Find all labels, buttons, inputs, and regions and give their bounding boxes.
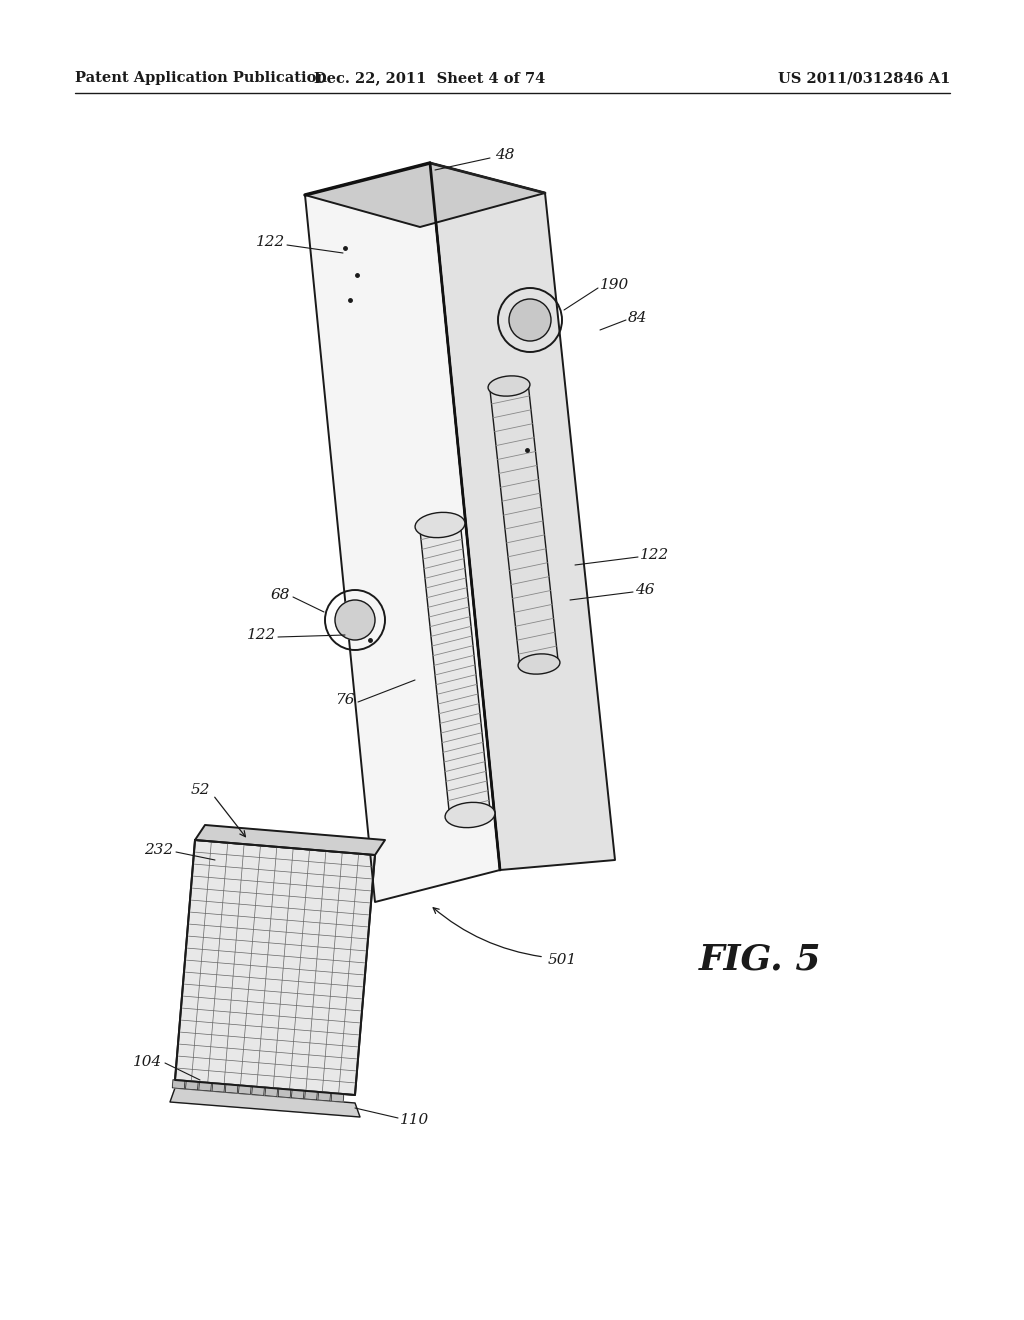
- Polygon shape: [317, 1092, 331, 1101]
- Polygon shape: [225, 1084, 238, 1093]
- Polygon shape: [305, 162, 500, 902]
- Polygon shape: [305, 162, 545, 227]
- Polygon shape: [265, 1088, 278, 1097]
- Text: Patent Application Publication: Patent Application Publication: [75, 71, 327, 84]
- Text: 104: 104: [133, 1055, 162, 1069]
- Circle shape: [509, 300, 551, 341]
- Text: 501: 501: [548, 953, 578, 968]
- Text: 190: 190: [600, 279, 630, 292]
- Polygon shape: [305, 1090, 317, 1100]
- Text: 122: 122: [247, 628, 276, 642]
- Polygon shape: [199, 1082, 211, 1092]
- Polygon shape: [175, 840, 375, 1096]
- Text: 68: 68: [270, 587, 290, 602]
- Text: 46: 46: [635, 583, 654, 597]
- Circle shape: [335, 601, 375, 640]
- Text: 84: 84: [628, 312, 647, 325]
- Ellipse shape: [518, 653, 560, 675]
- Polygon shape: [430, 162, 615, 870]
- Text: FIG. 5: FIG. 5: [698, 942, 821, 977]
- Ellipse shape: [415, 512, 465, 537]
- Text: 122: 122: [256, 235, 285, 249]
- Ellipse shape: [445, 803, 495, 828]
- Polygon shape: [252, 1086, 264, 1096]
- Text: 76: 76: [336, 693, 355, 708]
- Text: US 2011/0312846 A1: US 2011/0312846 A1: [777, 71, 950, 84]
- Polygon shape: [170, 1088, 360, 1117]
- Polygon shape: [420, 520, 490, 820]
- Text: Dec. 22, 2011  Sheet 4 of 74: Dec. 22, 2011 Sheet 4 of 74: [314, 71, 546, 84]
- Polygon shape: [279, 1089, 291, 1098]
- Text: 232: 232: [143, 843, 173, 857]
- Text: 48: 48: [495, 148, 514, 162]
- Polygon shape: [490, 381, 558, 668]
- Text: 122: 122: [640, 548, 670, 562]
- Polygon shape: [331, 1093, 344, 1102]
- Polygon shape: [195, 825, 385, 855]
- Polygon shape: [185, 1081, 199, 1090]
- Text: 52: 52: [190, 783, 210, 797]
- Text: 110: 110: [400, 1113, 429, 1127]
- Ellipse shape: [488, 376, 530, 396]
- Polygon shape: [239, 1085, 251, 1094]
- Polygon shape: [172, 1080, 185, 1089]
- Polygon shape: [292, 1090, 304, 1098]
- Polygon shape: [212, 1084, 224, 1092]
